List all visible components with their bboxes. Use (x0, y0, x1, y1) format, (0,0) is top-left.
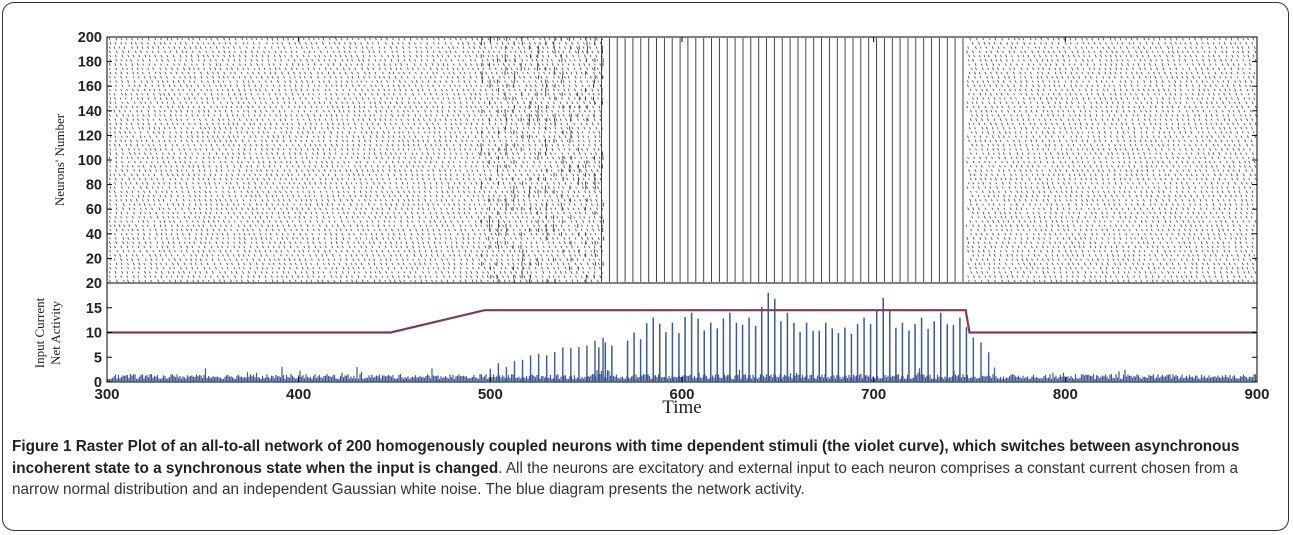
activity-y-ticks: 0 5 10 15 20 (86, 276, 1257, 391)
raster-y-tick-label: 60 (86, 202, 102, 218)
raster-y-tick-label: 80 (86, 178, 102, 194)
sync-spikes (480, 37, 964, 283)
activity-y-tick-label: 10 (86, 326, 102, 342)
input-current-curve (107, 309, 1257, 334)
raster-y-tick-label: 100 (78, 153, 102, 169)
x-tick-label: 900 (1244, 386, 1269, 403)
caption-lead: Figure 1 Raster Plot of an all-to-all ne… (12, 438, 1240, 477)
activity-y-tick-label: 20 (86, 276, 102, 292)
activity-y-tick-label: 0 (94, 375, 102, 391)
x-tick-label: 600 (669, 386, 694, 403)
figure-caption: Figure 1 Raster Plot of an all-to-all ne… (12, 436, 1280, 501)
raster-y-tick-label: 40 (86, 227, 102, 243)
caption-body: . All the neurons are excitatory and ext… (12, 459, 1238, 499)
raster-y-ticks: 20 40 60 80 100 120 140 160 180 200 (78, 30, 1257, 267)
activity-y-tick-label: 15 (86, 301, 102, 317)
x-tick-label: 400 (286, 386, 311, 403)
raster-spike-marks (108, 37, 1257, 283)
raster-y-tick-label: 160 (78, 79, 102, 95)
x-tick-label: 500 (478, 386, 503, 403)
activity-plot: 0 5 10 15 20 300 400 500 600 700 800 900 Input Cur… (32, 37, 1270, 418)
x-tick-label: 300 (94, 386, 119, 403)
raster-y-axis-label: Neurons' Number (52, 113, 67, 206)
raster-axes-box (106, 36, 1258, 284)
x-tick-label: 700 (861, 386, 886, 403)
x-axis-label: Time (662, 397, 701, 418)
raster-y-tick-label: 20 (86, 251, 102, 267)
raster-y-tick-label: 120 (78, 128, 102, 144)
x-tick-label: 800 (1053, 386, 1078, 403)
activity-y-axis-label-line1: Input Current (32, 297, 47, 368)
raster-y-tick-label: 200 (78, 30, 102, 46)
activity-y-tick-label: 5 (94, 350, 102, 366)
raster-plot: 20 40 60 80 100 120 140 160 180 200 Neurons' Numb… (52, 30, 1258, 284)
async-spikes (108, 37, 1257, 283)
activity-bars (107, 292, 1257, 382)
raster-y-tick-label: 180 (78, 55, 102, 71)
activity-y-axis-label-line2: Net Activity (48, 301, 63, 365)
raster-y-tick-label: 140 (78, 104, 102, 120)
activity-x-ticks: 300 400 500 600 700 800 900 (94, 37, 1270, 403)
